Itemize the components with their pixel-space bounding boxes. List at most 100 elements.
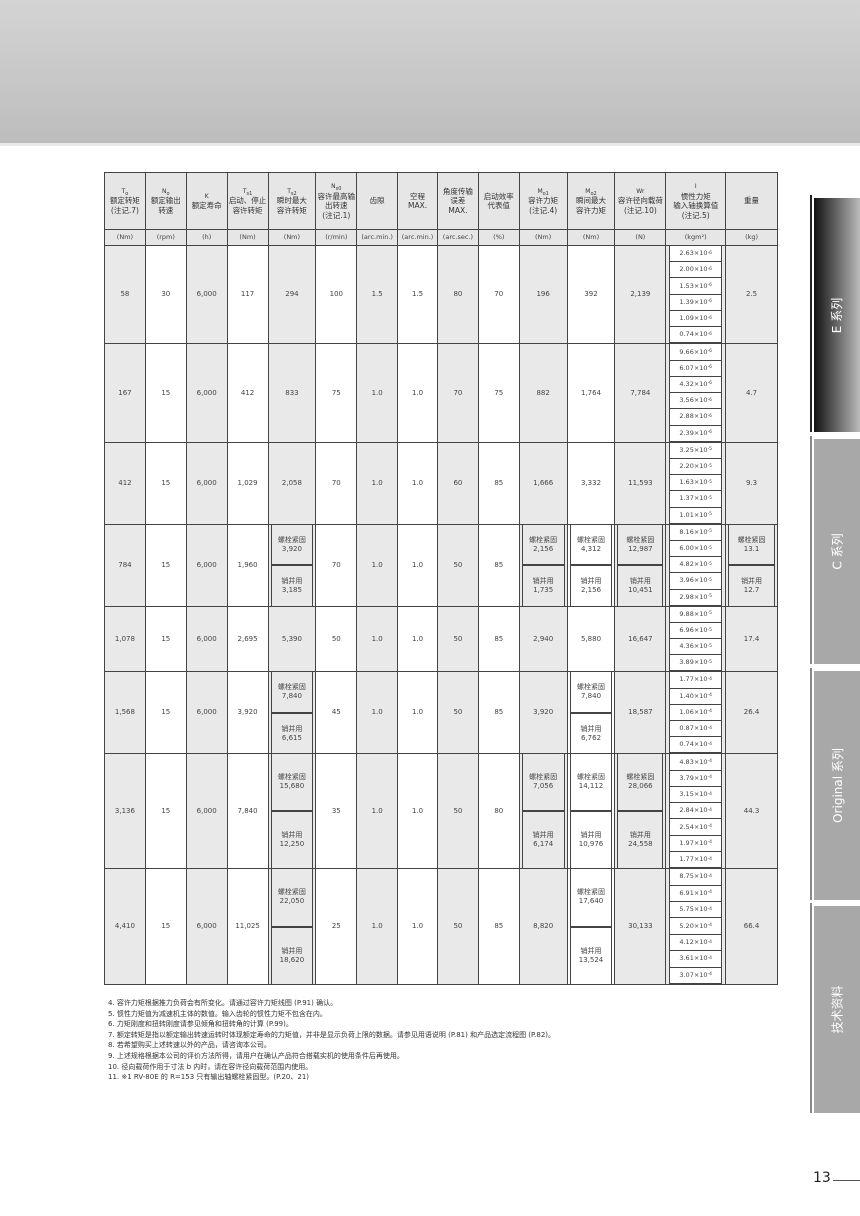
- inertia-value: 1.97×10 -4: [669, 835, 723, 852]
- side-tab-label: Original 系列: [830, 748, 845, 823]
- table-cell: 1,666: [519, 442, 568, 524]
- table-cell: 4,410: [105, 869, 146, 984]
- split-value: 1,735: [533, 586, 554, 595]
- split-value: 12.7: [743, 586, 760, 595]
- inertia-value: 6.07×10 -6: [669, 360, 723, 377]
- inertia-value: 3.96×10 -5: [669, 573, 723, 590]
- side-tab[interactable]: Original 系列: [812, 668, 860, 900]
- split-label: 螺栓紧固: [529, 535, 558, 544]
- header-line: MAX.: [407, 201, 428, 210]
- split-cell: 螺栓紧固 12,987 销并用 10,451: [615, 524, 667, 606]
- header-cell: I 惯性力矩 输入轴换算值 (注记.5): [666, 173, 727, 229]
- header-cell: Mo1 容许力矩 (注记.4): [519, 173, 568, 229]
- header-cell: Mo2 瞬间最大 容许力矩: [567, 173, 616, 229]
- table-cell: 80: [437, 246, 479, 344]
- header-line: MAX.: [448, 205, 468, 215]
- table-cell: 2,058: [268, 442, 317, 524]
- inertia-value: 2.54×10 -4: [669, 819, 723, 836]
- inertia-cell: 9.66×10 -6 6.07×10 -6 4.32×10 -6 3.56×10 -6 2.88…: [666, 344, 727, 442]
- inertia-cell: 3.25×10 -5 2.20×10 -5 1.63×10 -5 1.37×10 -5 1.01…: [666, 442, 727, 524]
- split-label: 螺栓紧固: [277, 683, 306, 692]
- table-cell: 60: [437, 442, 479, 524]
- header-subscript: s1: [246, 190, 253, 197]
- split-cell: 螺栓紧固 7,840 销并用 6,762: [567, 672, 616, 754]
- table-cell: 85: [478, 869, 520, 984]
- inertia-value: 5.75×10 -4: [669, 901, 723, 919]
- side-tab[interactable]: 技术资料: [812, 903, 860, 1113]
- inertia-value: 1.77×10 -4: [669, 672, 723, 689]
- model-row: 412 15 6,000 1,029 2,058 70 1.0 1.0 60 85 1,666 3,3…: [105, 442, 777, 525]
- table-cell: 15: [145, 442, 187, 524]
- unit-cell: (kg): [726, 230, 777, 245]
- split-value: 3,185: [281, 586, 302, 595]
- table-cell: 882: [519, 344, 568, 442]
- split-cell: 螺栓紧固 3,920 销并用 3,185: [268, 524, 317, 606]
- unit-cell: (N): [615, 230, 667, 245]
- split-label: 螺栓紧固: [626, 773, 655, 782]
- side-tab[interactable]: C 系列: [812, 436, 860, 664]
- table-cell: 6,000: [186, 442, 228, 524]
- weight-cell: 26.4: [726, 672, 777, 754]
- table-cell: 15: [145, 754, 187, 869]
- table-cell: 1.0: [357, 672, 399, 754]
- split-label: 螺栓紧固: [737, 535, 766, 544]
- inertia-value: 3.56×10 -6: [669, 393, 723, 410]
- bolt-fastened-weight: 螺栓紧固 13.1: [728, 524, 775, 567]
- header-line: 空程: [410, 191, 426, 201]
- inertia-value: 3.15×10 -4: [669, 786, 723, 804]
- table-cell: 3,136: [105, 754, 146, 869]
- table-cell: 16,647: [615, 606, 667, 672]
- header-line: 输入轴换算值: [673, 201, 719, 210]
- header-cell: 启动效率 代表值: [478, 173, 520, 229]
- inertia-value: 4.12×10 -4: [669, 934, 723, 952]
- inertia-value: 3.79×10 -4: [669, 770, 723, 787]
- split-label: 销并用: [532, 577, 554, 586]
- pin-combined-value: 销并用 10,976: [569, 812, 613, 869]
- table-cell: 70: [316, 524, 358, 606]
- header-line: 容许力矩: [528, 196, 559, 206]
- unit-cell: (h): [186, 230, 228, 245]
- split-label: 螺栓紧固: [577, 888, 606, 897]
- inertia-value: 9.66×10 -6: [669, 344, 723, 361]
- header-line: 重量: [744, 196, 760, 206]
- table-cell: 50: [437, 606, 479, 672]
- footnote: 10. 径向载荷作用于寸法 b 内时，请在容许径向载荷范围内使用。: [108, 1062, 313, 1071]
- table-cell: 1.0: [398, 524, 438, 606]
- split-label: 销并用: [629, 577, 651, 586]
- footnote: 11. ※1 RV-80E 的 R=153 只有输出轴螺栓紧固型。(P.20、2…: [108, 1073, 310, 1082]
- table-cell: 15: [145, 672, 187, 754]
- header-cell: Wr 容许径向载荷 (注记.10): [615, 173, 667, 229]
- bolt-fastened-value: 螺栓紧固 28,066: [617, 754, 664, 813]
- bolt-fastened-value: 螺栓紧固 17,640: [569, 869, 613, 928]
- side-tab[interactable]: E 系列: [812, 195, 860, 432]
- split-value: 4,312: [581, 544, 602, 553]
- header-symbol: Mo2: [585, 187, 597, 197]
- table-cell: 1.0: [357, 869, 399, 984]
- header-line: (注记.10): [623, 205, 657, 215]
- bolt-fastened-value: 螺栓紧固 22,050: [270, 869, 314, 928]
- inertia-value: 1.01×10 -5: [669, 507, 723, 524]
- side-tab-label: C 系列: [830, 533, 845, 570]
- table-cell: 6,000: [186, 606, 228, 672]
- page-header-band: [0, 0, 860, 146]
- table-cell: 1.0: [398, 754, 438, 869]
- bolt-fastened-value: 螺栓紧固 3,920: [270, 524, 314, 567]
- table-cell: 1,078: [105, 606, 146, 672]
- table-cell: 1.0: [398, 869, 438, 984]
- table-cell: 5,880: [567, 606, 616, 672]
- header-line: 启动效率: [483, 191, 514, 201]
- inertia-value: 3.61×10 -4: [669, 951, 723, 968]
- split-value: 12,250: [279, 840, 305, 849]
- table-cell: 2,695: [227, 606, 269, 672]
- inertia-value: 9.88×10 -5: [669, 606, 723, 623]
- units-row: (Nm) (rpm) (h) (Nm) (Nm) (r/min) (arc.min.) (ar…: [105, 230, 777, 246]
- table-cell: 392: [567, 246, 616, 344]
- bolt-fastened-value: 螺栓紧固 2,156: [521, 524, 565, 567]
- split-value: 28,066: [628, 782, 653, 791]
- model-row: 1,568 15 6,000 3,920 螺栓紧固 7,840 销并用 6,615 45 1.0 1…: [105, 672, 777, 755]
- weight-cell: 9.3: [726, 442, 777, 524]
- table-cell: 6,000: [186, 672, 228, 754]
- unit-cell: (%): [478, 230, 520, 245]
- inertia-value: 2.98×10 -5: [669, 589, 723, 606]
- model-row: 4,410 15 6,000 11,025 螺栓紧固 22,050 销并用 18,620 25 1…: [105, 869, 777, 985]
